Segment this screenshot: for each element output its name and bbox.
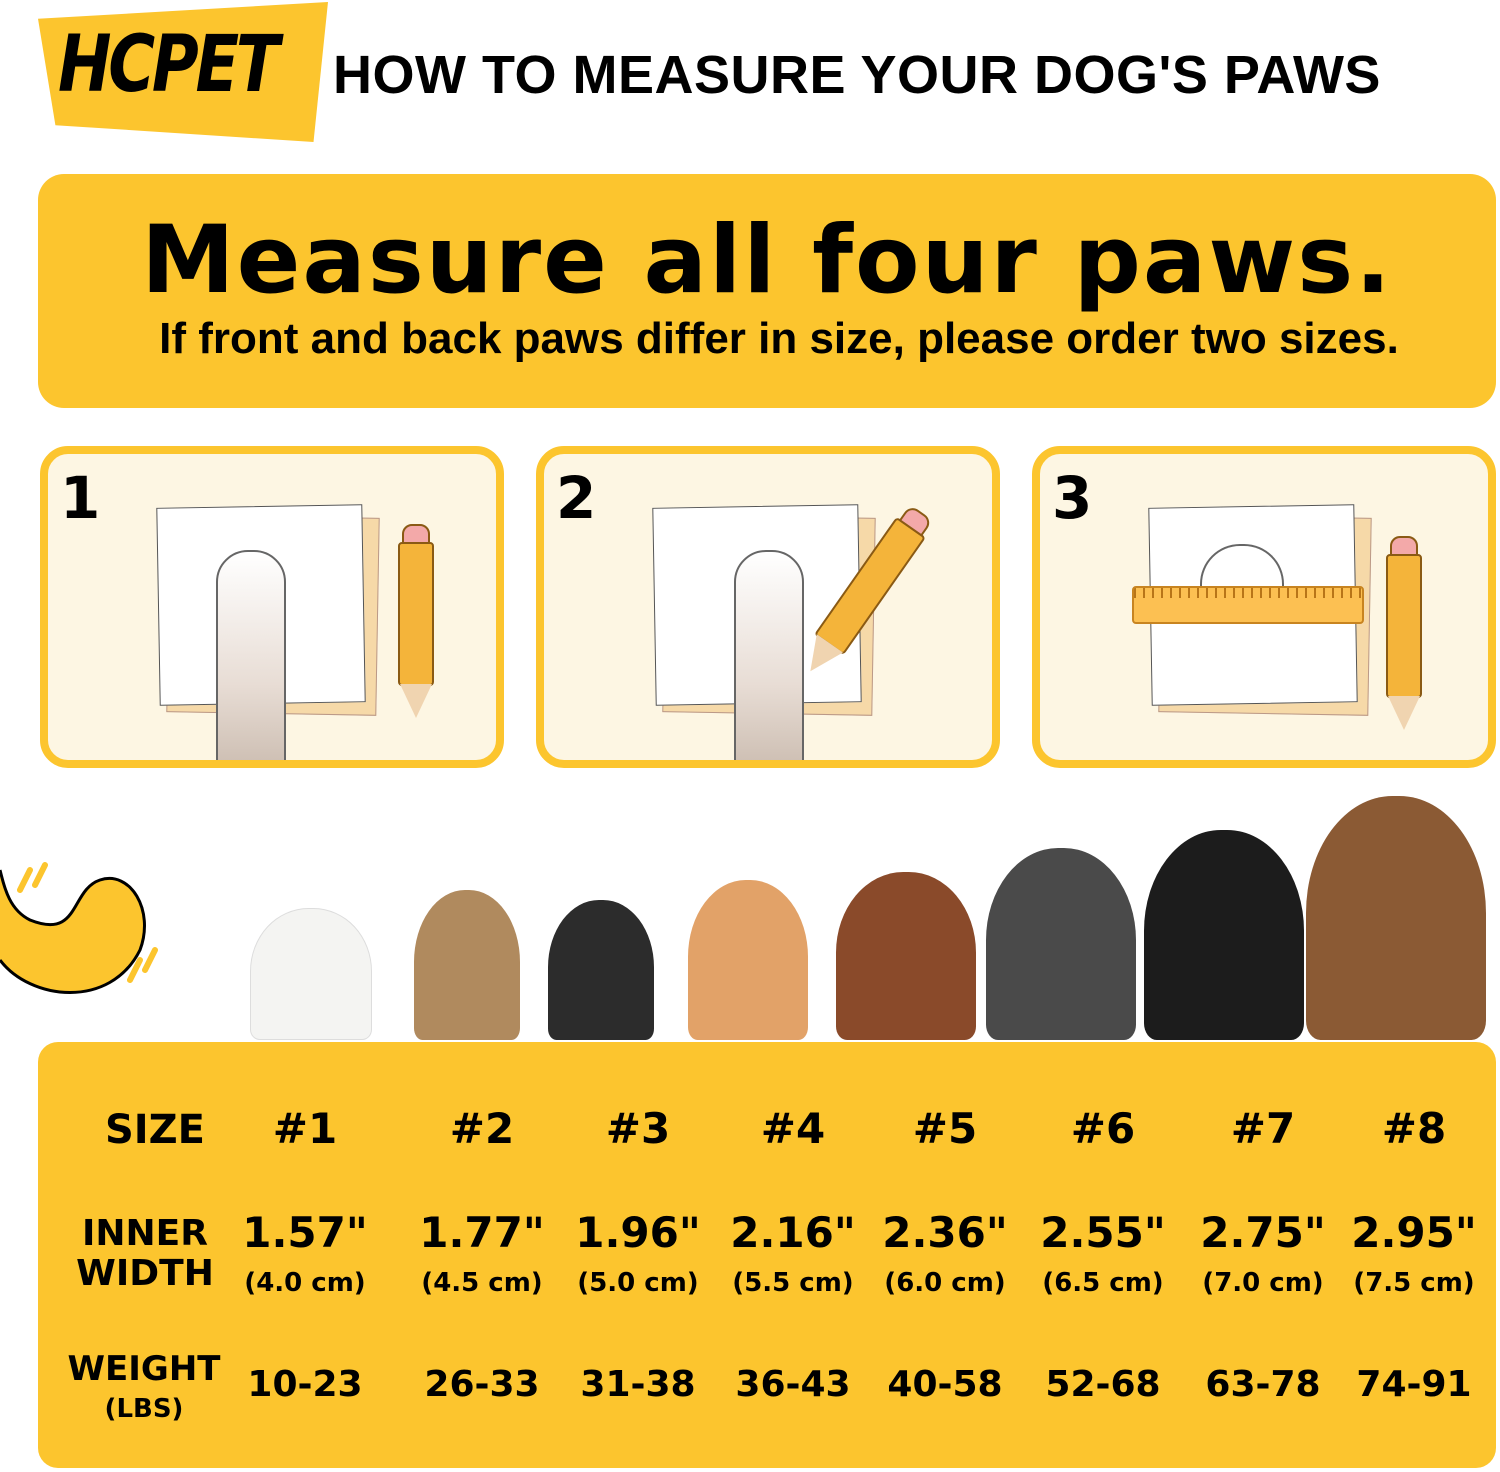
dog-photo-bichon [250, 908, 372, 1040]
size-6-inches: 2.55" [1040, 1208, 1166, 1257]
size-4-inches: 2.16" [730, 1208, 856, 1257]
size-8-weight: 74-91 [1356, 1364, 1472, 1405]
inner-width-label-line2: WIDTH [76, 1253, 214, 1294]
size-5-weight: 40-58 [887, 1364, 1003, 1405]
size-4-weight: 36-43 [735, 1364, 851, 1405]
size-6-size: #6 [1070, 1104, 1136, 1153]
size-chart: SIZE INNER WIDTH WEIGHT (LBS) #1 1.57" (4.… [38, 1042, 1496, 1468]
dog-paw-icon [216, 550, 286, 760]
dog-photo-saint-bernard [1306, 796, 1486, 1040]
instruction-banner: Measure all four paws. If front and back… [38, 174, 1496, 408]
size-7-inches: 2.75" [1200, 1208, 1326, 1257]
size-1-inches: 1.57" [242, 1208, 368, 1257]
size-7-weight: 63-78 [1205, 1364, 1321, 1405]
size-7-cm: (7.0 cm) [1202, 1268, 1324, 1298]
pencil-icon [1386, 536, 1422, 730]
step-number: 1 [60, 464, 101, 532]
size-2-cm: (4.5 cm) [421, 1268, 543, 1298]
weight-label: WEIGHT [67, 1349, 221, 1389]
decorative-swoosh [0, 862, 158, 994]
weight-unit-label: (LBS) [104, 1394, 184, 1424]
size-3-size: #3 [605, 1104, 671, 1153]
size-1-weight: 10-23 [247, 1364, 363, 1405]
dog-photo-schnauzer [548, 900, 654, 1040]
step-2-panel: 2 [536, 446, 1000, 768]
size-5-inches: 2.36" [882, 1208, 1008, 1257]
banner-subtext: If front and back paws differ in size, p… [159, 314, 1399, 363]
dog-photo-rottweiler [1144, 830, 1304, 1040]
dog-photo-yorkie [414, 890, 520, 1040]
dog-photo-shepherd [836, 872, 976, 1040]
brand-logo: HCPET [58, 20, 280, 110]
ruler-icon [1132, 586, 1364, 624]
logo-badge [38, 2, 328, 142]
page-title: HOW TO MEASURE YOUR DOG'S PAWS [333, 45, 1381, 105]
size-7-size: #7 [1230, 1104, 1296, 1153]
step-number: 2 [556, 464, 597, 532]
step-3-panel: 3 [1032, 446, 1496, 768]
size-3-inches: 1.96" [575, 1208, 701, 1257]
step-number: 3 [1052, 464, 1093, 532]
size-4-cm: (5.5 cm) [732, 1268, 854, 1298]
size-3-cm: (5.0 cm) [577, 1268, 699, 1298]
size-6-cm: (6.5 cm) [1042, 1268, 1164, 1298]
size-1-cm: (4.0 cm) [244, 1268, 366, 1298]
pencil-icon [398, 524, 434, 718]
dog-paw-icon [734, 550, 804, 760]
inner-width-label-line1: INNER [82, 1213, 208, 1254]
size-8-inches: 2.95" [1351, 1208, 1477, 1257]
step-1-panel: 1 [40, 446, 504, 768]
size-2-inches: 1.77" [419, 1208, 545, 1257]
size-8-cm: (7.5 cm) [1353, 1268, 1475, 1298]
size-8-size: #8 [1381, 1104, 1447, 1153]
size-5-cm: (6.0 cm) [884, 1268, 1006, 1298]
size-4-size: #4 [760, 1104, 826, 1153]
size-row-label: SIZE [104, 1107, 206, 1153]
size-3-weight: 31-38 [580, 1364, 696, 1405]
paw-outline-icon [1200, 544, 1284, 616]
dog-photo-shiba [688, 880, 808, 1040]
size-5-size: #5 [912, 1104, 978, 1153]
size-1-size: #1 [272, 1104, 338, 1153]
size-2-size: #2 [449, 1104, 515, 1153]
size-2-weight: 26-33 [424, 1364, 540, 1405]
dog-photo-husky [986, 848, 1136, 1040]
size-6-weight: 52-68 [1045, 1364, 1161, 1405]
banner-headline: Measure all four paws. [141, 206, 1393, 315]
